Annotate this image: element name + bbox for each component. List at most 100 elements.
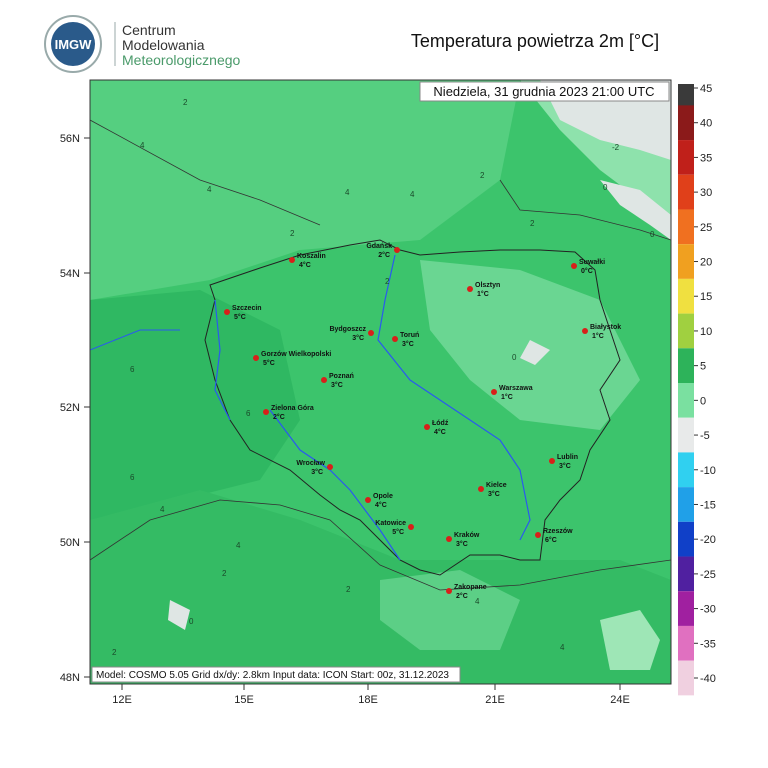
colorbar-label: -30 xyxy=(700,604,716,616)
city-temp: 5°C xyxy=(263,359,275,367)
contour-labels: 2 4 4 2 6 4 2 -2 0 0 4 2 2 0 6 6 4 4 2 2 0 4 4 2 xyxy=(112,98,655,657)
lat-label: 52N xyxy=(60,402,80,414)
colorbar-label: -25 xyxy=(700,569,716,581)
contour-label: 6 xyxy=(130,365,135,374)
city-name: Gdańsk xyxy=(366,243,392,250)
colorbar-label: -35 xyxy=(700,638,716,650)
contour-label: 4 xyxy=(410,190,415,199)
city-temp: 4°C xyxy=(375,501,387,509)
contour-label: 4 xyxy=(345,188,350,197)
city-temp: 4°C xyxy=(434,428,446,436)
logo: IMGW Centrum Modelowania Meteorologiczne… xyxy=(44,15,241,73)
lat-label: 48N xyxy=(60,672,80,684)
city-temp: 4°C xyxy=(299,261,311,269)
city-name: Suwałki xyxy=(579,259,605,266)
city-name: Zakopane xyxy=(454,584,487,591)
colorbar-label: 15 xyxy=(700,291,712,303)
city-temp: 1°C xyxy=(501,393,513,401)
colorbar-swatch xyxy=(678,313,694,349)
city-name: Warszawa xyxy=(499,385,533,392)
colorbar-swatch xyxy=(678,591,694,626)
lon-label: 18E xyxy=(358,694,378,706)
city-marker xyxy=(446,588,452,594)
colorbar-label: 10 xyxy=(700,326,712,338)
colorbar: 45 40 35 30 25 20 15 10 5 0 -5 -10 -15 -20 -25 -30 -35 -4… xyxy=(678,83,716,696)
city-marker xyxy=(467,286,473,292)
contour-label: 6 xyxy=(130,473,135,482)
contour-label: 2 xyxy=(480,171,485,180)
lat-label: 54N xyxy=(60,268,80,280)
lon-label: 15E xyxy=(234,694,254,706)
city-name: Poznań xyxy=(329,373,354,380)
city-temp: 2°C xyxy=(378,251,390,259)
city-name: Rzeszów xyxy=(543,528,573,535)
city-marker xyxy=(582,328,588,334)
axes: 12E 15E 18E 21E 24E 56N 54N 52N 50N 48N xyxy=(60,133,630,706)
colorbar-swatch xyxy=(678,660,694,696)
lat-label: 56N xyxy=(60,133,80,145)
colorbar-label: 35 xyxy=(700,152,712,164)
city-name: Szczecin xyxy=(232,305,262,312)
city-marker xyxy=(424,424,430,430)
colorbar-swatch xyxy=(678,348,694,383)
contour-label: 4 xyxy=(140,141,145,150)
colorbar-label: 20 xyxy=(700,257,712,269)
colorbar-label: -20 xyxy=(700,534,716,546)
logo-text: IMGW xyxy=(55,37,93,52)
colorbar-label: -10 xyxy=(700,465,716,477)
contour-label: 0 xyxy=(189,617,194,626)
city-temp: 3°C xyxy=(402,340,414,348)
city-marker xyxy=(253,355,259,361)
city-name: Zielona Góra xyxy=(271,405,314,412)
city-name: Łódź xyxy=(432,420,449,427)
title: Temperatura powietrza 2m [°C] xyxy=(411,31,659,51)
footer-box xyxy=(91,666,461,683)
colorbar-swatch xyxy=(678,209,694,245)
contour-label: 2 xyxy=(290,229,295,238)
colorbar-label: -15 xyxy=(700,499,716,511)
contour-label: 4 xyxy=(475,597,480,606)
lon-label: 12E xyxy=(112,694,132,706)
colorbar-swatch xyxy=(678,487,694,522)
colorbar-label: 30 xyxy=(700,187,712,199)
colorbar-label: 0 xyxy=(700,395,706,407)
map-area xyxy=(90,80,671,684)
colorbar-swatch xyxy=(678,417,694,453)
contour-label: 4 xyxy=(160,505,165,514)
city-temp: 1°C xyxy=(477,290,489,298)
contour-label: 0 xyxy=(650,230,655,239)
contour-label: 2 xyxy=(222,569,227,578)
city-name: Bydgoszcz xyxy=(329,326,366,333)
city-temp: 3°C xyxy=(488,490,500,498)
city-temp: 1°C xyxy=(592,332,604,340)
contour-label: 2 xyxy=(346,585,351,594)
contour-label: 2 xyxy=(112,648,117,657)
city-marker xyxy=(446,536,452,542)
colorbar-swatch xyxy=(678,140,694,175)
city-marker xyxy=(571,263,577,269)
contour-label: 2 xyxy=(530,219,535,228)
colorbar-label: -40 xyxy=(700,673,716,685)
city-name: Olsztyn xyxy=(475,282,500,289)
colorbar-swatch xyxy=(678,625,694,661)
city-marker xyxy=(263,409,269,415)
colorbar-swatch xyxy=(678,174,694,210)
lon-label: 21E xyxy=(485,694,505,706)
lat-label: 50N xyxy=(60,537,80,549)
date-label: Niedziela, 31 grudnia 2023 21:00 UTC xyxy=(433,84,654,99)
city-marker xyxy=(535,532,541,538)
contour-label: 4 xyxy=(207,185,212,194)
city-marker xyxy=(321,377,327,383)
city-marker xyxy=(491,389,497,395)
city-marker xyxy=(549,458,555,464)
city-temp: 5°C xyxy=(392,528,404,536)
colorbar-label: 45 xyxy=(700,83,712,95)
contour-label: 4 xyxy=(560,643,565,652)
city-temp: 6°C xyxy=(545,536,557,544)
contour-label: -2 xyxy=(612,143,620,152)
city-name: Katowice xyxy=(375,520,406,527)
city-name: Kraków xyxy=(454,532,480,539)
colorbar-swatch xyxy=(678,105,694,141)
